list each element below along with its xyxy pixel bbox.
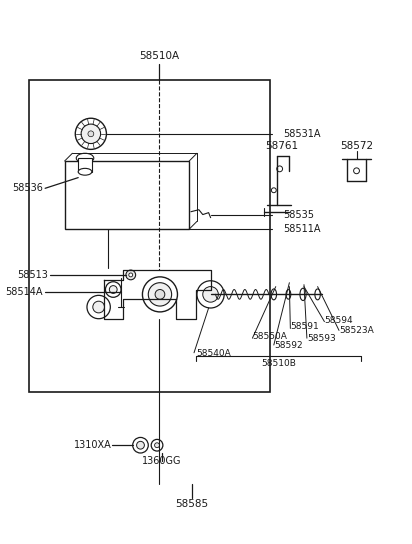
Circle shape: [272, 188, 276, 193]
Circle shape: [148, 283, 172, 306]
Ellipse shape: [286, 289, 291, 299]
Text: 58592: 58592: [274, 342, 302, 350]
Circle shape: [87, 295, 110, 319]
Circle shape: [88, 131, 94, 137]
Text: 58531A: 58531A: [283, 129, 321, 139]
Circle shape: [143, 277, 178, 312]
Ellipse shape: [300, 288, 306, 300]
Text: 58510A: 58510A: [139, 51, 179, 61]
Circle shape: [137, 441, 144, 449]
Text: 1310XA: 1310XA: [74, 440, 111, 450]
Circle shape: [353, 168, 359, 174]
Text: 58761: 58761: [265, 141, 298, 151]
Ellipse shape: [315, 289, 320, 300]
Circle shape: [203, 287, 218, 302]
Text: 58540A: 58540A: [196, 349, 231, 358]
Circle shape: [105, 282, 121, 298]
Bar: [78, 158, 92, 172]
Text: 58513: 58513: [17, 270, 48, 280]
Text: 58550A: 58550A: [253, 332, 287, 341]
Text: 58535: 58535: [283, 209, 314, 220]
Text: 58585: 58585: [176, 499, 208, 509]
Text: 58593: 58593: [307, 333, 336, 343]
Circle shape: [129, 273, 133, 277]
Text: 58594: 58594: [324, 316, 353, 325]
Text: 58523A: 58523A: [339, 326, 374, 335]
Text: 58572: 58572: [340, 141, 373, 151]
Ellipse shape: [78, 168, 92, 175]
Text: 58591: 58591: [290, 322, 319, 331]
Circle shape: [155, 289, 165, 299]
Ellipse shape: [76, 153, 94, 163]
Circle shape: [197, 281, 224, 308]
Circle shape: [133, 437, 148, 453]
Circle shape: [154, 443, 159, 448]
Circle shape: [277, 166, 283, 172]
Text: 58511A: 58511A: [283, 224, 321, 234]
Bar: [28, 81, 270, 392]
Circle shape: [81, 124, 101, 144]
Text: 58514A: 58514A: [6, 287, 43, 298]
Circle shape: [151, 440, 163, 451]
Text: 58536: 58536: [12, 183, 43, 193]
Bar: [65, 161, 189, 229]
Circle shape: [126, 270, 136, 280]
Ellipse shape: [271, 289, 276, 300]
Circle shape: [75, 118, 106, 150]
Circle shape: [93, 301, 105, 313]
Text: 58510B: 58510B: [261, 359, 296, 368]
Circle shape: [109, 286, 117, 293]
Text: 1360GG: 1360GG: [142, 456, 182, 466]
